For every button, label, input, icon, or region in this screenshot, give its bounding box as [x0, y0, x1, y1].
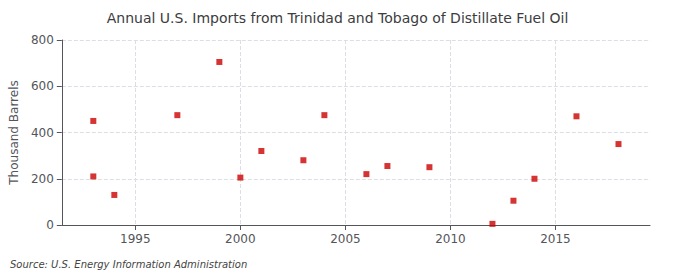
- svg-text:1995: 1995: [120, 232, 151, 246]
- svg-text:2010: 2010: [435, 232, 466, 246]
- svg-text:2000: 2000: [225, 232, 256, 246]
- svg-text:200: 200: [31, 172, 54, 186]
- svg-text:600: 600: [31, 79, 54, 93]
- svg-text:Annual U.S. Imports from Trini: Annual U.S. Imports from Trinidad and To…: [107, 10, 569, 26]
- svg-text:400: 400: [31, 126, 54, 140]
- svg-text:2005: 2005: [330, 232, 361, 246]
- svg-text:0: 0: [46, 218, 54, 232]
- svg-text:Thousand Barrels: Thousand Barrels: [7, 80, 21, 185]
- svg-text:2015: 2015: [540, 232, 571, 246]
- svg-text:Source: U.S. Energy Informatio: Source: U.S. Energy Information Administ…: [10, 259, 247, 270]
- svg-text:800: 800: [31, 33, 54, 47]
